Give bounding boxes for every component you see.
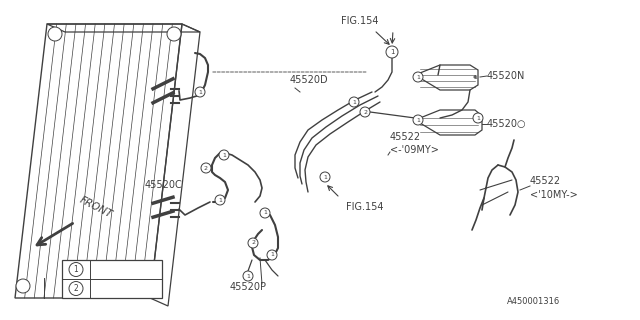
Text: 0474S*A: 0474S*A [95,284,134,293]
Text: 45522: 45522 [530,176,561,186]
Text: <'10MY->: <'10MY-> [530,190,578,200]
Circle shape [167,27,181,41]
Text: A450001316: A450001316 [507,297,560,306]
Circle shape [473,113,483,123]
Circle shape [201,163,211,173]
Text: 1: 1 [390,49,394,55]
Circle shape [267,250,277,260]
Text: 1: 1 [416,75,420,79]
Text: 45520N: 45520N [487,71,525,81]
Circle shape [69,262,83,276]
Circle shape [48,27,62,41]
Text: FIG.154: FIG.154 [340,16,378,26]
Text: W170062: W170062 [95,265,138,274]
Circle shape [243,271,253,281]
Circle shape [474,76,476,78]
Circle shape [320,172,330,182]
Text: 1: 1 [473,75,477,79]
Circle shape [135,279,149,293]
Text: 2: 2 [363,109,367,115]
Circle shape [349,97,359,107]
Text: 45520P: 45520P [230,282,266,292]
Text: 1: 1 [222,153,226,157]
Circle shape [413,72,423,82]
Circle shape [248,238,258,248]
Circle shape [360,107,370,117]
Bar [62,260,162,298]
Circle shape [260,208,270,218]
Text: 1: 1 [198,90,202,94]
Circle shape [219,150,229,160]
Text: 2: 2 [74,284,78,293]
Text: 1: 1 [246,274,250,278]
Circle shape [413,115,423,125]
Text: 1: 1 [416,117,420,123]
Text: FRONT: FRONT [78,195,114,220]
Text: 45522: 45522 [390,132,421,142]
Circle shape [69,282,83,295]
Text: 2: 2 [251,241,255,245]
Text: FIG.154: FIG.154 [346,202,383,212]
Text: 1: 1 [218,197,222,203]
Circle shape [215,195,225,205]
Text: <-'09MY>: <-'09MY> [390,145,439,155]
Text: 1: 1 [270,252,274,258]
Text: 1: 1 [74,265,78,274]
Circle shape [195,87,205,97]
Circle shape [16,279,30,293]
Text: 45520○: 45520○ [487,119,527,129]
Circle shape [386,46,398,58]
Text: 1: 1 [323,174,327,180]
Text: 1: 1 [476,116,480,121]
Text: 1: 1 [352,100,356,105]
Text: 45520D: 45520D [290,75,328,85]
Text: 45520C: 45520C [145,180,183,190]
Text: 1: 1 [263,211,267,215]
Text: 2: 2 [204,165,208,171]
